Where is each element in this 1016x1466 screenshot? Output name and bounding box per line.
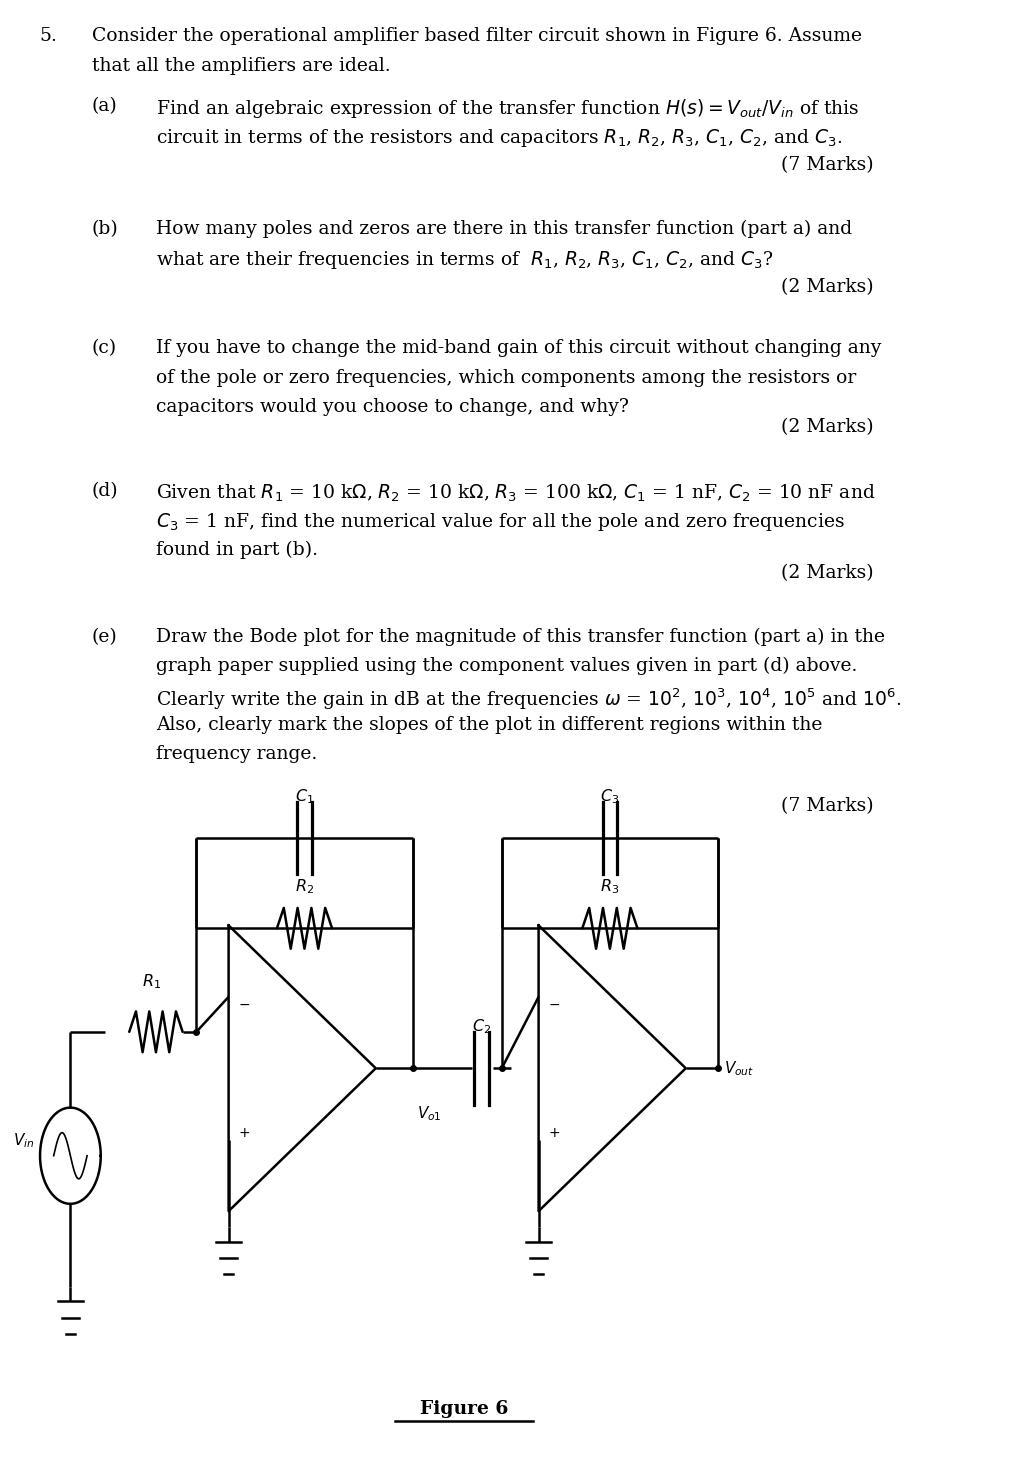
- Text: $+$: $+$: [238, 1126, 250, 1139]
- Text: (2 Marks): (2 Marks): [780, 418, 874, 437]
- Text: $R_3$: $R_3$: [600, 878, 620, 896]
- Text: that all the amplifiers are ideal.: that all the amplifiers are ideal.: [91, 57, 390, 75]
- Text: $-$: $-$: [548, 997, 560, 1012]
- Text: what are their frequencies in terms of  $R_1$, $R_2$, $R_3$, $C_1$, $C_2$, and $: what are their frequencies in terms of $…: [155, 249, 774, 271]
- Text: Consider the operational amplifier based filter circuit shown in Figure 6. Assum: Consider the operational amplifier based…: [91, 28, 862, 45]
- Text: $V_{in}$: $V_{in}$: [13, 1132, 35, 1151]
- Text: (e): (e): [91, 627, 117, 647]
- Text: (2 Marks): (2 Marks): [780, 564, 874, 582]
- Text: (c): (c): [91, 340, 117, 358]
- Text: $C_3$ = 1 nF, find the numerical value for all the pole and zero frequencies: $C_3$ = 1 nF, find the numerical value f…: [155, 512, 844, 534]
- Text: $-$: $-$: [238, 997, 250, 1012]
- Text: capacitors would you choose to change, and why?: capacitors would you choose to change, a…: [155, 397, 629, 416]
- Text: Given that $R_1$ = 10 k$\Omega$, $R_2$ = 10 k$\Omega$, $R_3$ = 100 k$\Omega$, $C: Given that $R_1$ = 10 k$\Omega$, $R_2$ =…: [155, 482, 876, 504]
- Text: (d): (d): [91, 482, 118, 500]
- Text: (7 Marks): (7 Marks): [780, 155, 874, 174]
- Text: Clearly write the gain in dB at the frequencies $\omega$ = $10^2$, $10^3$, $10^4: Clearly write the gain in dB at the freq…: [155, 686, 901, 712]
- Text: 5.: 5.: [40, 28, 57, 45]
- Text: Find an algebraic expression of the transfer function $H(s) = V_{out}/V_{in}$ of: Find an algebraic expression of the tran…: [155, 97, 860, 120]
- Text: (b): (b): [91, 220, 118, 237]
- Text: frequency range.: frequency range.: [155, 745, 317, 762]
- Text: found in part (b).: found in part (b).: [155, 541, 318, 559]
- Text: (a): (a): [91, 97, 117, 116]
- Text: Figure 6: Figure 6: [420, 1400, 508, 1418]
- Text: $V_{o1}$: $V_{o1}$: [418, 1105, 442, 1123]
- Text: $V_{out}$: $V_{out}$: [724, 1058, 755, 1078]
- Text: $C_1$: $C_1$: [295, 787, 314, 806]
- Text: (7 Marks): (7 Marks): [780, 798, 874, 815]
- Text: of the pole or zero frequencies, which components among the resistors or: of the pole or zero frequencies, which c…: [155, 368, 856, 387]
- Text: Draw the Bode plot for the magnitude of this transfer function (part a) in the: Draw the Bode plot for the magnitude of …: [155, 627, 885, 647]
- Text: $C_2$: $C_2$: [472, 1017, 491, 1036]
- Text: $R_2$: $R_2$: [295, 878, 314, 896]
- Text: $+$: $+$: [548, 1126, 560, 1139]
- Text: Also, clearly mark the slopes of the plot in different regions within the: Also, clearly mark the slopes of the plo…: [155, 715, 822, 733]
- Text: $R_1$: $R_1$: [142, 972, 161, 991]
- Text: $C_3$: $C_3$: [600, 787, 620, 806]
- Text: If you have to change the mid-band gain of this circuit without changing any: If you have to change the mid-band gain …: [155, 340, 881, 358]
- Text: How many poles and zeros are there in this transfer function (part a) and: How many poles and zeros are there in th…: [155, 220, 852, 237]
- Text: graph paper supplied using the component values given in part (d) above.: graph paper supplied using the component…: [155, 657, 858, 676]
- Text: (2 Marks): (2 Marks): [780, 279, 874, 296]
- Text: circuit in terms of the resistors and capacitors $R_1$, $R_2$, $R_3$, $C_1$, $C_: circuit in terms of the resistors and ca…: [155, 126, 842, 148]
